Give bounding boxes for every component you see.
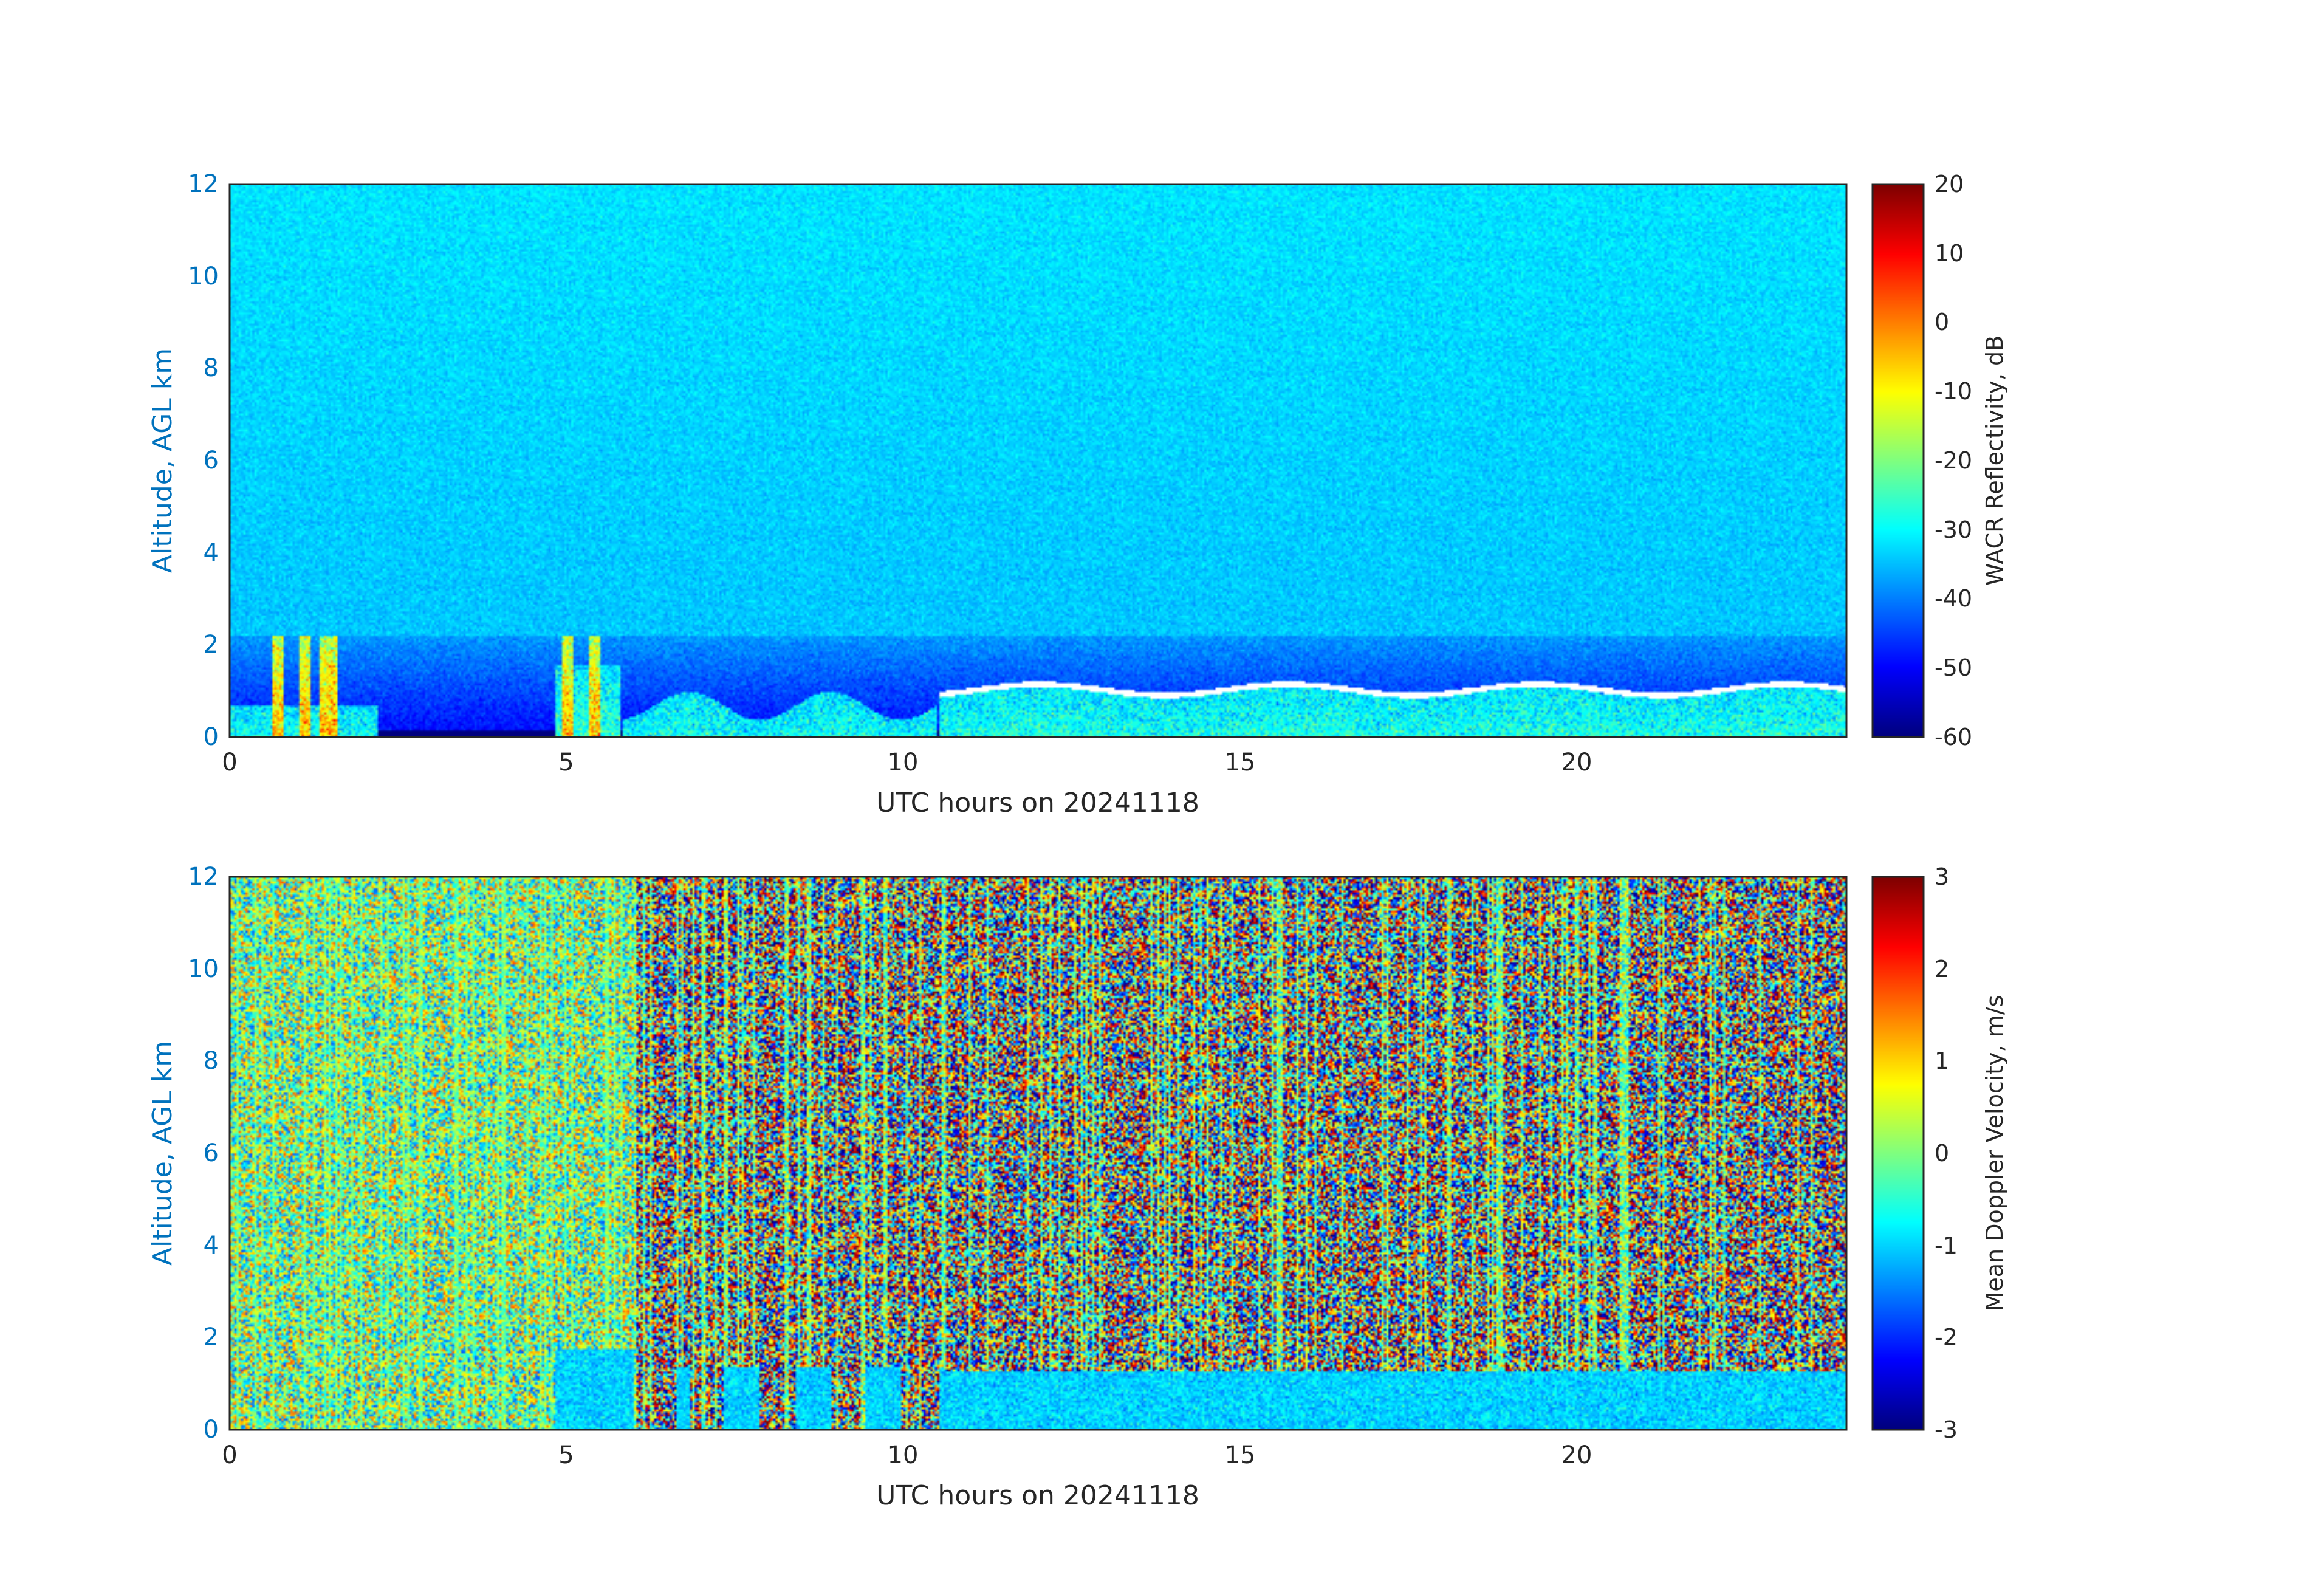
reflectivity-y-axis-label: Altitude, AGL km (147, 348, 178, 573)
reflectivity-x-ticks: 0 5 10 15 20 (222, 749, 1592, 777)
reflectivity-image (230, 184, 1846, 737)
y-tick-label: 0 (204, 723, 219, 751)
reflectivity-colorbar-frame (1871, 183, 1925, 738)
velocity-x-ticks: 0 5 10 15 20 (222, 1441, 1592, 1469)
colorbar-tick-label: 3 (1935, 863, 1949, 890)
reflectivity-colorbar-label: WACR Reflectivity, dB (1981, 335, 2008, 586)
x-tick-label: 10 (888, 749, 919, 777)
reflectivity-colorbar: 20 10 0 -10 -20 -30 -40 -50 -60 WACR Ref… (1871, 171, 2008, 750)
y-tick-label: 10 (188, 262, 219, 290)
velocity-colorbar-gradient (1873, 877, 1924, 1430)
colorbar-tick-label: -3 (1935, 1416, 1958, 1443)
y-tick-label: 4 (204, 1232, 219, 1260)
y-tick-label: 12 (188, 170, 219, 198)
reflectivity-plot-frame (228, 183, 1848, 738)
colorbar-tick-label: -60 (1935, 724, 1972, 750)
x-tick-label: 0 (222, 749, 237, 777)
x-tick-label: 0 (222, 1441, 237, 1469)
velocity-plot-frame (228, 876, 1848, 1431)
y-tick-label: 4 (204, 539, 219, 567)
velocity-colorbar-frame (1871, 876, 1925, 1431)
colorbar-tick-label: -10 (1935, 378, 1972, 405)
x-tick-label: 5 (558, 1441, 574, 1469)
colorbar-tick-label: -30 (1935, 516, 1972, 543)
reflectivity-colorbar-gradient (1873, 184, 1924, 737)
x-tick-label: 15 (1225, 749, 1256, 777)
velocity-image (230, 877, 1846, 1430)
colorbar-tick-label: -50 (1935, 654, 1972, 681)
y-tick-label: 8 (204, 1047, 219, 1075)
y-tick-label: 0 (204, 1416, 219, 1444)
y-tick-label: 8 (204, 354, 219, 382)
velocity-x-axis-label: UTC hours on 20241118 (876, 1480, 1199, 1511)
y-tick-label: 12 (188, 863, 219, 891)
colorbar-tick-label: -20 (1935, 447, 1972, 474)
y-tick-label: 10 (188, 955, 219, 983)
x-tick-label: 20 (1561, 1441, 1592, 1469)
colorbar-tick-label: 10 (1935, 240, 1964, 267)
reflectivity-heatmap (230, 184, 1846, 737)
y-tick-label: 6 (204, 1139, 219, 1167)
velocity-colorbar-ticks: 3 2 1 0 -1 -2 -3 (1935, 863, 1958, 1443)
x-tick-label: 10 (888, 1441, 919, 1469)
x-tick-label: 20 (1561, 749, 1592, 777)
velocity-panel: 0 5 10 15 20 0 2 4 6 8 10 12 UTC hours o… (147, 863, 2008, 1511)
colorbar-tick-label: -1 (1935, 1232, 1958, 1259)
colorbar-tick-label: -40 (1935, 585, 1972, 612)
colorbar-tick-label: 20 (1935, 171, 1964, 197)
velocity-heatmap (230, 877, 1846, 1430)
velocity-y-ticks: 0 2 4 6 8 10 12 (188, 863, 219, 1444)
reflectivity-y-ticks: 0 2 4 6 8 10 12 (188, 170, 219, 751)
reflectivity-colorbar-ticks: 20 10 0 -10 -20 -30 -40 -50 -60 (1935, 171, 1972, 750)
y-tick-label: 2 (204, 631, 219, 659)
reflectivity-panel: 0 5 10 15 20 0 2 4 6 8 10 12 UTC hours o… (147, 170, 2008, 818)
x-tick-label: 15 (1225, 1441, 1256, 1469)
reflectivity-x-axis-label: UTC hours on 20241118 (876, 787, 1199, 818)
colorbar-tick-label: -2 (1935, 1324, 1958, 1351)
y-tick-label: 2 (204, 1323, 219, 1351)
colorbar-tick-label: 1 (1935, 1048, 1949, 1074)
colorbar-tick-label: 2 (1935, 956, 1949, 983)
velocity-colorbar-label: Mean Doppler Velocity, m/s (1981, 995, 2008, 1312)
y-tick-label: 6 (204, 447, 219, 475)
x-tick-label: 5 (558, 749, 574, 777)
colorbar-tick-label: 0 (1935, 309, 1949, 335)
velocity-colorbar: 3 2 1 0 -1 -2 -3 Mean Doppler Velocity, … (1871, 863, 2008, 1443)
colorbar-tick-label: 0 (1935, 1140, 1949, 1167)
velocity-y-axis-label: Altitude, AGL km (147, 1041, 178, 1266)
